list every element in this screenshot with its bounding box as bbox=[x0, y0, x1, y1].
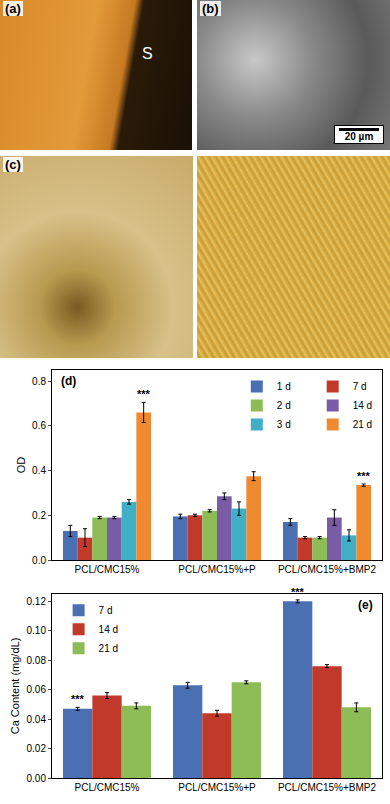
svg-text:(d): (d) bbox=[61, 374, 76, 388]
svg-text:OD: OD bbox=[15, 457, 27, 474]
html-text:(b): (b) bbox=[202, 1, 219, 16]
svg-text:3 d: 3 d bbox=[277, 419, 291, 430]
svg-text:***: *** bbox=[357, 470, 371, 482]
svg-text:0.10: 0.10 bbox=[27, 625, 47, 636]
svg-text:7 d: 7 d bbox=[353, 381, 367, 392]
svg-text:2 d: 2 d bbox=[277, 400, 291, 411]
svg-text:Ca Content (mg/dL): Ca Content (mg/dL) bbox=[9, 638, 21, 735]
svg-text:0.6: 0.6 bbox=[32, 420, 46, 431]
svg-text:***: *** bbox=[71, 693, 85, 705]
svg-text:PCL/CMC15%+BMP2: PCL/CMC15%+BMP2 bbox=[278, 782, 377, 793]
svg-text:0.06: 0.06 bbox=[27, 684, 47, 695]
svg-text:***: *** bbox=[137, 388, 151, 400]
svg-text:PCL/CMC15%: PCL/CMC15% bbox=[74, 782, 139, 793]
svg-text:0.0: 0.0 bbox=[32, 555, 46, 566]
svg-text:7 d: 7 d bbox=[99, 605, 113, 616]
html-text:(a): (a) bbox=[5, 1, 21, 16]
svg-text:1 d: 1 d bbox=[277, 381, 291, 392]
svg-text:PCL/CMC15%+BMP2: PCL/CMC15%+BMP2 bbox=[278, 564, 377, 575]
svg-text:(e): (e) bbox=[358, 598, 373, 612]
svg-text:0.04: 0.04 bbox=[27, 714, 47, 725]
html-text:20 µm: 20 µm bbox=[344, 131, 374, 142]
svg-text:0.4: 0.4 bbox=[32, 465, 46, 476]
svg-text:21 d: 21 d bbox=[353, 419, 372, 430]
svg-text:14 d: 14 d bbox=[99, 624, 118, 635]
svg-text:0.12: 0.12 bbox=[27, 596, 47, 607]
svg-text:0.08: 0.08 bbox=[27, 655, 47, 666]
html-text:S: S bbox=[142, 45, 153, 62]
svg-text:0.8: 0.8 bbox=[32, 376, 46, 387]
svg-text:0.02: 0.02 bbox=[27, 743, 47, 754]
svg-text:0.00: 0.00 bbox=[27, 773, 47, 784]
html-text:(c): (c) bbox=[5, 157, 21, 172]
svg-text:PCL/CMC15%: PCL/CMC15% bbox=[74, 564, 139, 575]
svg-text:21 d: 21 d bbox=[99, 643, 118, 654]
svg-text:14 d: 14 d bbox=[353, 400, 372, 411]
svg-text:0.2: 0.2 bbox=[32, 510, 46, 521]
svg-text:PCL/CMC15%+P: PCL/CMC15%+P bbox=[178, 782, 256, 793]
svg-text:PCL/CMC15%+P: PCL/CMC15%+P bbox=[178, 564, 256, 575]
svg-text:***: *** bbox=[291, 586, 305, 598]
